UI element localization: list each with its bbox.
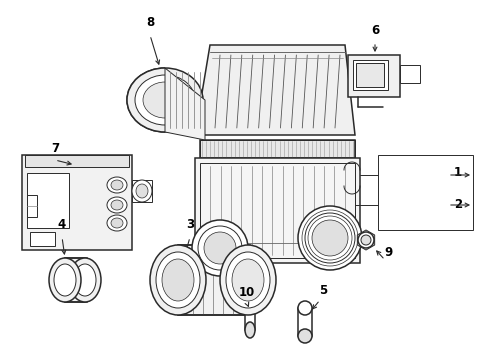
Polygon shape [357, 230, 375, 250]
Bar [200, 140, 355, 158]
Ellipse shape [127, 68, 203, 132]
Ellipse shape [107, 197, 127, 213]
Ellipse shape [298, 329, 312, 343]
Circle shape [305, 213, 355, 263]
Bar [25, 155, 129, 167]
Circle shape [192, 220, 248, 276]
Circle shape [312, 220, 348, 256]
Bar [200, 163, 355, 258]
Bar [356, 63, 384, 87]
Bar [353, 60, 388, 90]
Bar [178, 245, 250, 315]
Ellipse shape [107, 177, 127, 193]
Ellipse shape [245, 303, 255, 313]
Ellipse shape [220, 245, 276, 315]
Text: 1: 1 [454, 166, 462, 179]
Ellipse shape [49, 258, 81, 302]
Ellipse shape [107, 215, 127, 231]
Text: 10: 10 [239, 285, 255, 298]
Text: 4: 4 [58, 219, 66, 231]
Ellipse shape [111, 200, 123, 210]
Bar [27, 195, 37, 217]
Polygon shape [165, 68, 205, 140]
Ellipse shape [74, 264, 96, 296]
Bar [65, 258, 87, 302]
Ellipse shape [298, 301, 312, 315]
Ellipse shape [245, 322, 255, 338]
Bar [200, 140, 355, 158]
Ellipse shape [111, 218, 123, 228]
Bar [30, 232, 55, 246]
Text: 5: 5 [319, 284, 327, 297]
Ellipse shape [162, 259, 194, 301]
Circle shape [198, 226, 242, 270]
Ellipse shape [111, 180, 123, 190]
Ellipse shape [150, 245, 206, 315]
Text: 8: 8 [146, 15, 154, 28]
Circle shape [361, 235, 371, 245]
Ellipse shape [69, 258, 101, 302]
Bar [245, 308, 255, 330]
Ellipse shape [132, 180, 152, 202]
Ellipse shape [232, 259, 264, 301]
Bar [378, 155, 473, 230]
Bar [298, 308, 312, 336]
Bar [132, 180, 152, 202]
Text: 3: 3 [186, 219, 194, 231]
Ellipse shape [226, 252, 270, 308]
Ellipse shape [135, 75, 195, 125]
Bar [22, 155, 132, 250]
Bar [27, 173, 69, 228]
Polygon shape [195, 45, 355, 135]
Ellipse shape [54, 264, 76, 296]
Ellipse shape [156, 252, 200, 308]
Circle shape [358, 232, 374, 248]
Circle shape [204, 232, 236, 264]
Text: 6: 6 [371, 23, 379, 36]
Text: 9: 9 [384, 246, 392, 258]
Circle shape [298, 206, 362, 270]
Bar [348, 55, 400, 97]
Text: 7: 7 [51, 141, 59, 154]
Text: 2: 2 [454, 198, 462, 211]
Bar [400, 65, 420, 83]
Ellipse shape [143, 82, 187, 118]
Bar [195, 158, 360, 263]
Ellipse shape [136, 184, 148, 198]
